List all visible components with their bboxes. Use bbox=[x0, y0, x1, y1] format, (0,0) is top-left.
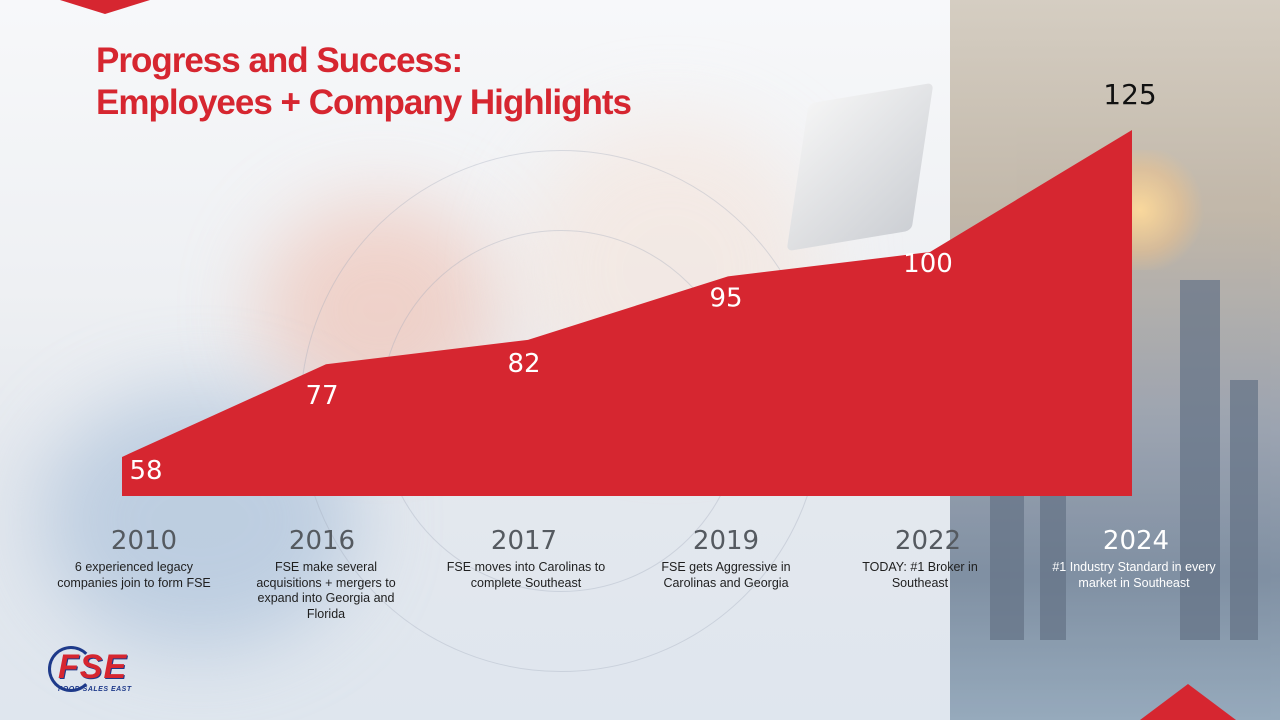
milestone-description-2010: 6 experienced legacy companies join to f… bbox=[57, 560, 211, 590]
logo-ring-icon bbox=[48, 646, 94, 692]
building-shape bbox=[1180, 280, 1220, 640]
top-accent-triangle bbox=[60, 0, 150, 14]
title-line-2: Employees + Company Highlights bbox=[96, 83, 632, 122]
milestone-description-2022: TODAY: #1 Broker in Southeast bbox=[862, 560, 978, 590]
year-label-2010: 2010 bbox=[111, 526, 177, 556]
milestone-description-2019: FSE gets Aggressive in Carolinas and Geo… bbox=[661, 560, 791, 590]
year-label-2022: 2022 bbox=[895, 526, 961, 556]
building-shape bbox=[1230, 380, 1258, 640]
logo-text: FSE bbox=[58, 648, 128, 686]
year-label-2019: 2019 bbox=[693, 526, 759, 556]
title-line-1: Progress and Success: bbox=[96, 41, 463, 80]
data-label-2024: 125 bbox=[1103, 78, 1156, 111]
data-label-2022: 100 bbox=[903, 249, 953, 279]
data-label-2016: 77 bbox=[305, 381, 338, 411]
year-label-2024: 2024 bbox=[1103, 526, 1169, 556]
milestone-description-2024: #1 Industry Standard in every market in … bbox=[1052, 560, 1216, 590]
data-label-2010: 58 bbox=[129, 456, 162, 486]
data-label-2017: 82 bbox=[507, 349, 540, 379]
slide-title: Progress and Success: Employees + Compan… bbox=[96, 40, 632, 124]
year-label-2017: 2017 bbox=[491, 526, 557, 556]
logo-subtext: FOOD SALES EAST bbox=[58, 686, 132, 693]
year-label-2016: 2016 bbox=[289, 526, 355, 556]
milestone-description-2017: FSE moves into Carolinas to complete Sou… bbox=[446, 560, 606, 590]
year-axis-labels: 2010 2016 2017 2019 2022 2024 bbox=[111, 526, 1169, 556]
bottom-accent-triangle bbox=[1140, 684, 1236, 720]
area-series bbox=[122, 130, 1132, 496]
data-label-2019: 95 bbox=[709, 283, 742, 313]
fse-logo: FSE FOOD SALES EAST bbox=[48, 644, 152, 702]
value-labels: 58 77 82 95 100 125 bbox=[129, 78, 1156, 486]
milestone-description-2016: FSE make several acquisitions + mergers … bbox=[256, 560, 396, 621]
